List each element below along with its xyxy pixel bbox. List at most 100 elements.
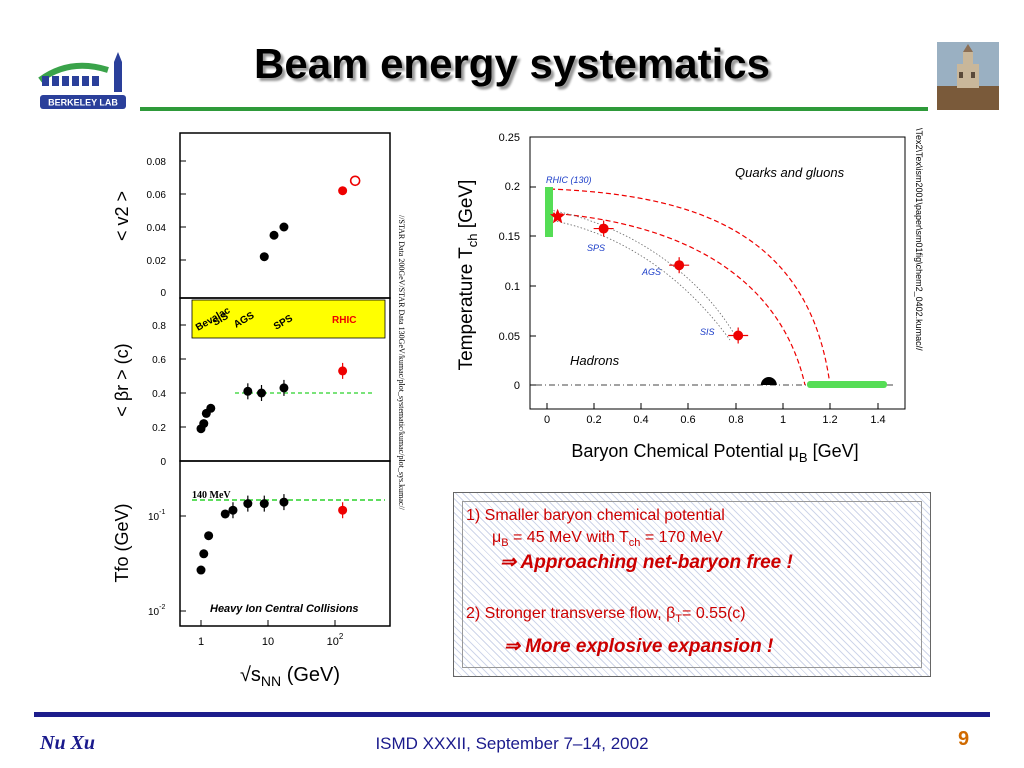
note-2-end: = 0.55(c) xyxy=(682,605,746,622)
tick-label: 1.2 xyxy=(822,414,837,426)
data-point xyxy=(206,403,216,413)
author-name: Nu Xu xyxy=(40,732,96,754)
tick-label-log: 102 xyxy=(327,632,344,648)
outer-phase-boundary xyxy=(549,188,831,386)
region-label-hadrons: Hadrons xyxy=(570,353,620,368)
tick-label-log: 10-1 xyxy=(148,509,165,523)
point-label: SIS xyxy=(700,327,715,337)
data-point xyxy=(349,175,361,187)
beta-axis-label: < βr > (c) xyxy=(112,343,132,416)
freezeout-curve xyxy=(549,219,731,341)
tick-label: 0.1 xyxy=(505,281,520,293)
tick-label: 0 xyxy=(514,380,520,392)
tfo-panel-frame xyxy=(179,460,391,627)
tick-label: 1 xyxy=(780,414,786,426)
data-point xyxy=(279,222,289,232)
note-1-values: μB = 45 MeV with Tch = 170 MeV xyxy=(492,529,723,549)
data-point xyxy=(259,252,269,262)
tick-label-log: 10-2 xyxy=(148,604,165,618)
data-point xyxy=(279,497,289,507)
data-point xyxy=(196,565,206,575)
tick-label: 0.2 xyxy=(586,414,601,426)
band-label: RHIC xyxy=(332,315,356,326)
t-sub: ch xyxy=(628,537,641,550)
rhic-green-band xyxy=(545,187,553,237)
data-point xyxy=(199,419,209,429)
left-plots: 0.08 0.06 0.04 0.02 0 0.8 0.6 0.4 0.2 0 … xyxy=(112,132,391,689)
data-point xyxy=(338,505,348,515)
data-point xyxy=(243,499,253,509)
phase-diagram: 0.25 0.2 0.15 0.1 0.05 0 0 0.2 0.4 0.6 0… xyxy=(456,132,906,465)
note-2-text: 2) Stronger transverse flow, β xyxy=(466,605,676,622)
data-point xyxy=(228,505,238,515)
logo-text: BERKELEY LAB xyxy=(48,98,118,108)
conference-name: ISMD XXXII, September 7–14, 2002 xyxy=(375,734,649,753)
freezeout-point xyxy=(674,260,685,271)
inner-phase-boundary xyxy=(549,212,806,386)
right-path-text: \Tex2\Tex\ism2001\paper\sm01fig\chem2_04… xyxy=(914,128,924,351)
point-label: SPS xyxy=(587,243,605,253)
note-2-conclusion: ⇒ More explosive expansion ! xyxy=(504,636,774,657)
tick-label: 0.8 xyxy=(728,414,743,426)
sqrt-s-axis-label: √sNN (GeV) xyxy=(240,664,340,689)
tick-label: 0.15 xyxy=(499,231,520,243)
note-2-heading: 2) Stronger transverse flow, βT= 0.55(c) xyxy=(466,605,746,625)
beta-sub: T xyxy=(675,613,683,626)
data-point xyxy=(279,383,289,393)
temperature-axis-label: Temperature Tch [GeV] xyxy=(456,180,480,371)
data-point xyxy=(338,186,348,196)
tfo-annotation: 140 MeV xyxy=(192,490,231,501)
tick-label: 10 xyxy=(262,636,274,648)
data-point xyxy=(204,531,214,541)
tick-label: 0.8 xyxy=(152,321,166,332)
tick-label: 0.4 xyxy=(152,389,166,400)
tick-label: 0.04 xyxy=(147,223,167,234)
tfo-caption: Heavy Ion Central Collisions xyxy=(210,603,359,615)
mu-axis-label: Baryon Chemical Potential μB [GeV] xyxy=(571,441,858,465)
mu-sub: B xyxy=(501,537,509,550)
point-label: RHIC (130) xyxy=(546,175,592,185)
tick-label: 0.02 xyxy=(147,256,167,267)
left-path-text: //STAR Data 200GeV/STAR Data 130GeV/kuma… xyxy=(397,215,406,510)
mu-symbol: μ xyxy=(492,529,502,546)
v2-panel-frame xyxy=(179,132,391,299)
v2-axis-label: < v2 > xyxy=(112,191,132,241)
conclusion-box-inner xyxy=(462,501,922,668)
tick-label: 0 xyxy=(544,414,550,426)
tick-label: 0.4 xyxy=(633,414,648,426)
note-1-heading: 1) Smaller baryon chemical potential xyxy=(466,507,725,524)
slide-title: Beam energy systematics xyxy=(254,40,770,87)
freezeout-point xyxy=(598,223,609,234)
tick-label: 0.05 xyxy=(499,331,520,343)
rhic-star-point xyxy=(550,208,566,224)
note-1-mid: = 45 MeV with T xyxy=(508,529,629,546)
castle-photo xyxy=(937,42,999,110)
page-number: 9 xyxy=(958,728,970,750)
tick-label: 0.2 xyxy=(505,181,520,193)
tick-label: 0 xyxy=(160,457,166,468)
tick-label: 0.6 xyxy=(152,355,166,366)
tfo-axis-label: Tfo (GeV) xyxy=(112,503,132,582)
note-1-end: = 170 MeV xyxy=(640,529,723,546)
note-1-conclusion: ⇒ Approaching net-baryon free ! xyxy=(500,552,793,573)
point-label: AGS xyxy=(641,267,661,277)
data-point xyxy=(269,230,279,240)
nuclear-matter-green-band xyxy=(807,381,887,388)
phase-frame xyxy=(529,136,906,410)
title-underline xyxy=(140,107,928,111)
conclusion-box: 1) Smaller baryon chemical potential μB … xyxy=(453,492,931,677)
data-point xyxy=(220,509,230,519)
accelerator-band xyxy=(191,299,386,339)
tick-label: 0.08 xyxy=(147,157,167,168)
freezeout-point xyxy=(733,330,744,341)
tick-label: 0.25 xyxy=(499,132,520,144)
left-path-text-holder: //STAR Data 200GeV/STAR Data 130GeV/kuma… xyxy=(396,215,406,655)
berkeley-lab-logo: BERKELEY LAB xyxy=(38,52,126,109)
tick-label: 0.2 xyxy=(152,423,166,434)
data-point xyxy=(257,388,267,398)
data-point xyxy=(338,366,348,376)
region-label-qgp: Quarks and gluons xyxy=(735,165,845,180)
tick-label: 1.4 xyxy=(870,414,885,426)
tick-label: 0.06 xyxy=(147,190,167,201)
data-point xyxy=(199,549,209,559)
